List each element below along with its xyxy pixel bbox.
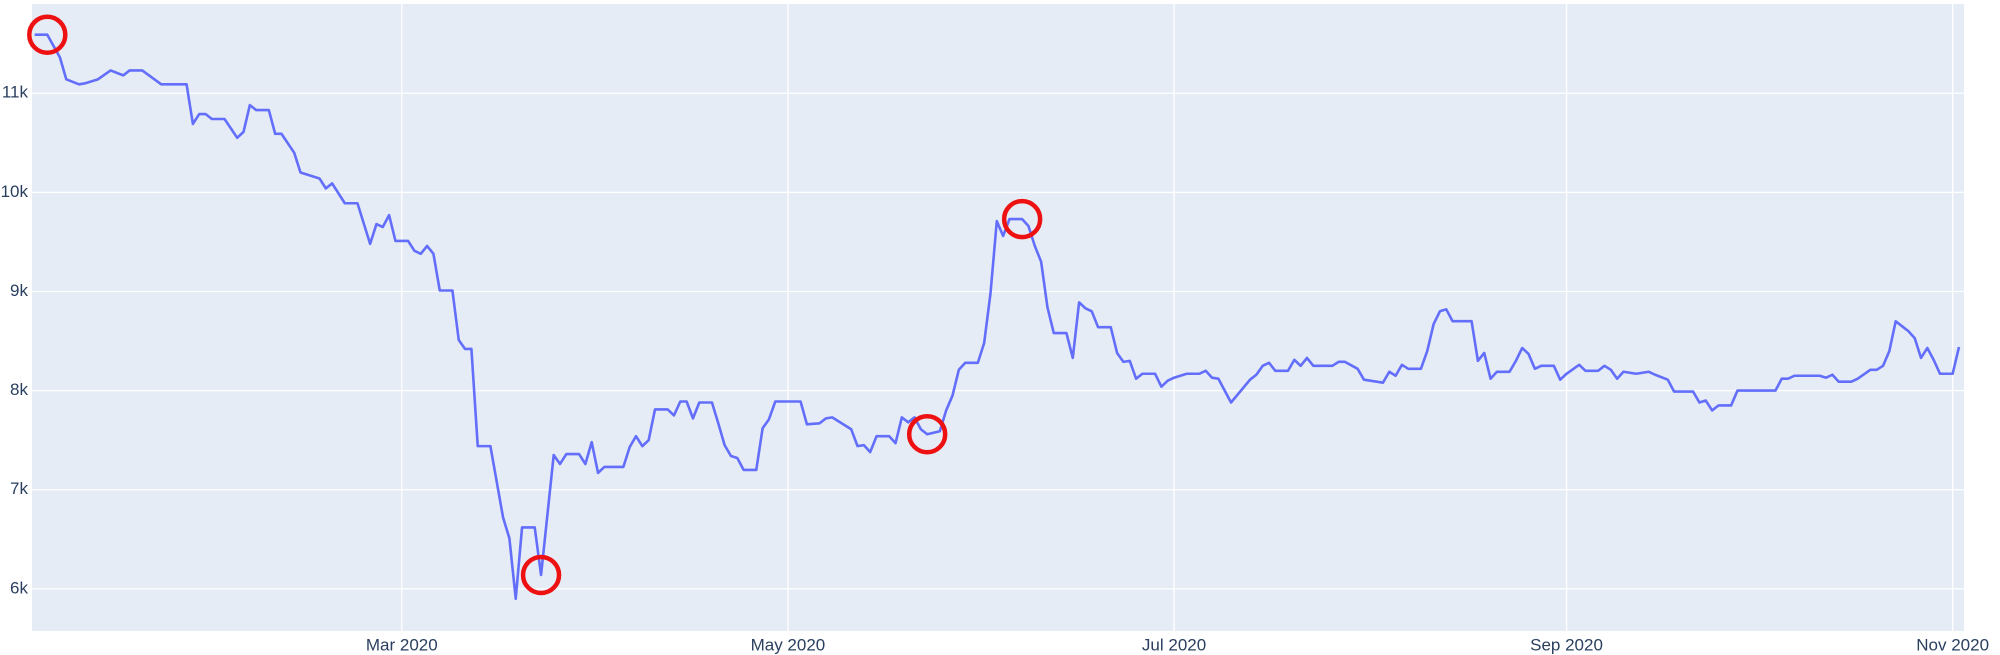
x-tick-label: Jul 2020 [1142, 635, 1206, 654]
highlight-circle [906, 413, 948, 455]
x-tick-label: Mar 2020 [366, 635, 438, 654]
highlight-circle [520, 554, 562, 596]
highlight-circle [1001, 198, 1043, 240]
y-tick-label: 9k [10, 281, 28, 300]
y-tick-label: 11k [2, 83, 29, 102]
highlight-circle [27, 14, 68, 55]
x-tick-label: Nov 2020 [1916, 635, 1989, 654]
plot-background [32, 4, 1964, 631]
y-tick-label: 8k [10, 380, 28, 399]
y-tick-label: 6k [10, 578, 28, 597]
data-line [34, 33, 1961, 601]
x-tick-label: Sep 2020 [1530, 635, 1603, 654]
x-tick-label: May 2020 [751, 635, 826, 654]
y-tick-label: 10k [1, 182, 29, 201]
y-tick-label: 7k [10, 479, 28, 498]
